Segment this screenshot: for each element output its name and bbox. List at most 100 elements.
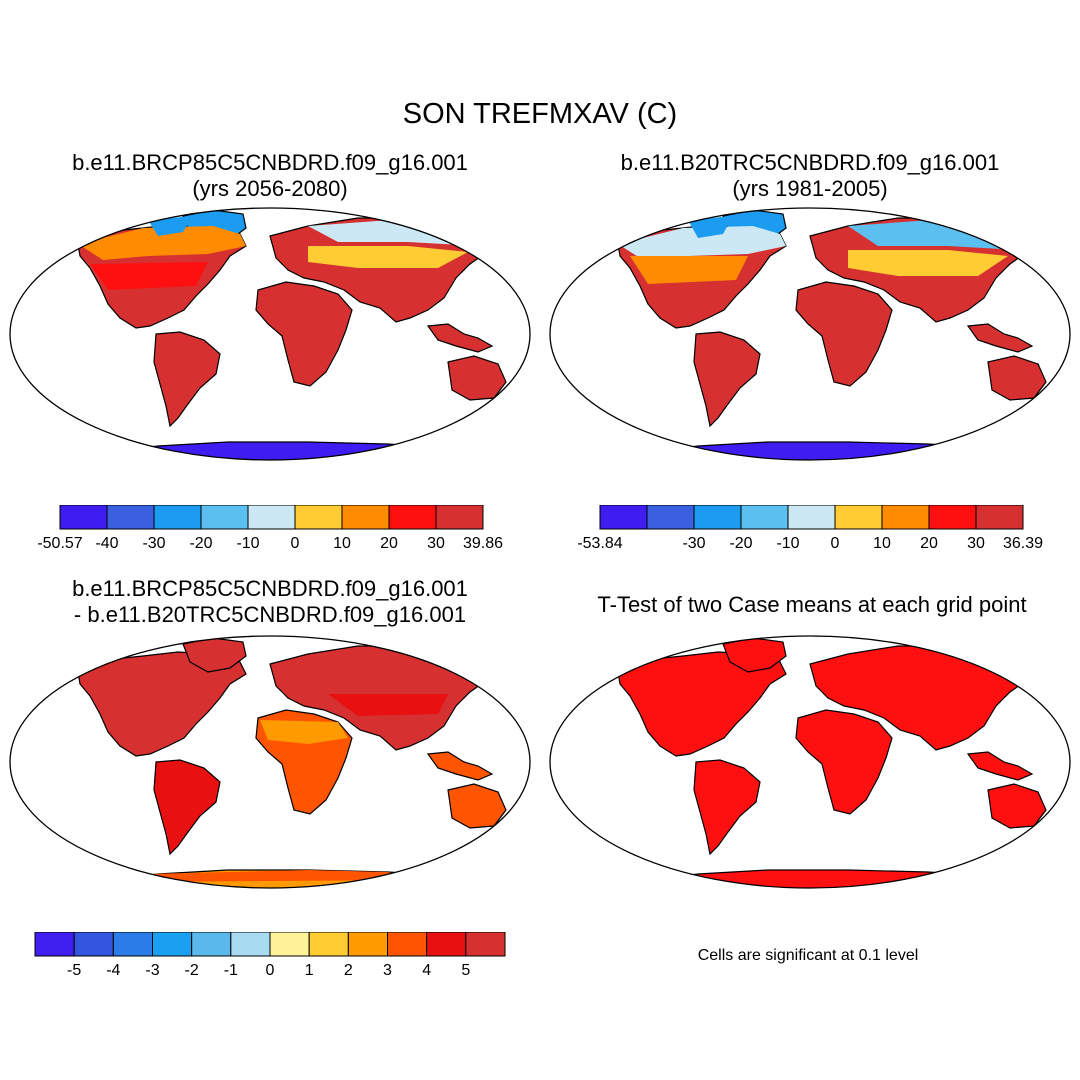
colorbar-swatch (200, 505, 249, 530)
colorbar-tick-label: -30 (142, 535, 165, 551)
colorbar-swatch (269, 932, 310, 957)
map-panel-difference (9, 635, 531, 889)
colorbar-swatch (153, 505, 202, 530)
colorbar-tick-label: -30 (682, 535, 705, 551)
colorbar-swatch (693, 505, 742, 530)
colorbar-tick-label: -3 (145, 962, 159, 978)
map-panel-ttest (549, 635, 1071, 889)
panel-title-difference: b.e11.BRCP85C5CNBDRD.f09_g16.001 - b.e11… (10, 576, 530, 628)
colorbar-swatch (787, 505, 836, 530)
colorbar-tick-label: 30 (967, 535, 985, 551)
colorbar-tick-label: 5 (461, 962, 470, 978)
colorbar-tick-label: -10 (236, 535, 259, 551)
panel-title-future-line2: (yrs 2056-2080) (192, 176, 348, 201)
colorbar-swatch (34, 932, 75, 957)
colorbar-swatch (308, 932, 349, 957)
map-boundary (549, 635, 1071, 889)
overlay-na-mid (630, 256, 748, 284)
colorbar-tick-label: -40 (95, 535, 118, 551)
overlay-sahara (260, 720, 348, 744)
landmass-antarctica (636, 869, 1019, 888)
colorbar-swatch (928, 505, 977, 530)
colorbar-swatch (834, 505, 883, 530)
panel-title-difference-line1: b.e11.BRCP85C5CNBDRD.f09_g16.001 (72, 576, 468, 601)
colorbar-swatch (646, 505, 695, 530)
colorbar-tick-label: 0 (266, 962, 275, 978)
colorbar-tick-label: 36.39 (1003, 535, 1043, 551)
colorbar-swatch (387, 932, 428, 957)
colorbar-swatch (112, 932, 154, 957)
colorbar-swatch (975, 505, 1024, 530)
colorbar-tick-label: 1 (305, 962, 314, 978)
colorbar-tick-label: 0 (291, 535, 300, 551)
colorbar-swatch (347, 932, 389, 957)
colorbar-tick-label: -20 (729, 535, 752, 551)
colorbar-tick-label: 10 (873, 535, 891, 551)
colorbar-tick-label: -5 (67, 962, 81, 978)
landmass-africa (255, 281, 353, 387)
landmass-seasia (426, 751, 494, 781)
panel-title-historical: b.e11.B20TRC5CNBDRD.f09_g16.001 (yrs 198… (550, 150, 1070, 202)
overlay-asia-mid (848, 250, 1008, 276)
overlay-arctic-canada (688, 216, 733, 238)
colorbar-swatch (152, 932, 193, 957)
overlay-arctic-band (618, 226, 786, 260)
colorbar-tick-label: 10 (333, 535, 351, 551)
colorbar-swatch (599, 505, 648, 530)
landmass-seasia (966, 751, 1034, 781)
panel-title-future: b.e11.BRCP85C5CNBDRD.f09_g16.001 (yrs 20… (10, 150, 530, 202)
map-panel-future (9, 207, 531, 461)
landmass-australia (447, 783, 507, 829)
figure-title: SON TREFMXAV (C) (402, 98, 678, 130)
colorbar-tick-label: -4 (106, 962, 120, 978)
colorbar-swatch (881, 505, 930, 530)
map-boundary (549, 207, 1071, 461)
landmass-antarctica (636, 441, 1019, 460)
colorbar-swatch (740, 505, 789, 530)
colorbar-swatch (341, 505, 390, 530)
landmass-seasia (426, 323, 494, 353)
panel-title-historical-line1: b.e11.B20TRC5CNBDRD.f09_g16.001 (620, 150, 1000, 175)
landmass-antarctica (96, 441, 479, 460)
colorbar-swatch (435, 505, 484, 530)
colorbar-swatch (59, 505, 108, 530)
colorbar-tick-label: 4 (422, 962, 431, 978)
colorbar-tick-label: 2 (344, 962, 353, 978)
landmass-africa (795, 709, 893, 815)
colorbar-tick-label: 20 (380, 535, 398, 551)
colorbar-tick-label: 30 (427, 535, 445, 551)
colorbar-swatch (294, 505, 343, 530)
landmass-australia (447, 355, 507, 401)
colorbar-difference: -5 -4 -3 -2 -1 0 1 2 3 4 5 (34, 932, 506, 978)
landmass-samerica (153, 759, 221, 856)
colorbar-tick-label: -53.84 (577, 535, 622, 551)
colorbar-tick-label: 39.86 (463, 535, 503, 551)
landmass-samerica (693, 759, 761, 856)
overlay-antarctic-coast (138, 870, 408, 882)
panel-title-ttest: T-Test of two Case means at each grid po… (597, 592, 1027, 617)
overlay-asia-mid (308, 246, 468, 268)
colorbar-swatch (191, 932, 232, 957)
colorbar-historical: -53.84 -30 -20 -10 0 10 20 30 36.39 (577, 505, 1043, 551)
panel-title-difference-line2: - b.e11.B20TRC5CNBDRD.f09_g16.001 (73, 602, 467, 627)
colorbar-swatch (465, 932, 506, 957)
colorbar-swatch (426, 932, 467, 957)
panel-title-historical-line2: (yrs 1981-2005) (732, 176, 888, 201)
colorbar-swatch (247, 505, 296, 530)
colorbar-tick-label: -10 (776, 535, 799, 551)
map-boundary (9, 635, 531, 889)
overlay-na-mid (90, 262, 208, 290)
significance-note: Cells are significant at 0.1 level (697, 947, 919, 964)
colorbar-swatch (388, 505, 437, 530)
landmass-africa (795, 281, 893, 387)
colorbar-tick-label: 20 (920, 535, 938, 551)
panel-title-future-line1: b.e11.BRCP85C5CNBDRD.f09_g16.001 (72, 150, 468, 175)
colorbar-tick-label: 3 (383, 962, 392, 978)
landmass-samerica (153, 331, 221, 428)
colorbar-tick-label: -2 (185, 962, 199, 978)
overlay-asia-mid (328, 694, 448, 716)
landmass-samerica (693, 331, 761, 428)
colorbar-future: -50.57 -40 -30 -20 -10 0 10 20 30 39.86 (37, 505, 503, 551)
overlay-arctic-canada (148, 216, 193, 236)
colorbar-tick-label: 0 (831, 535, 840, 551)
